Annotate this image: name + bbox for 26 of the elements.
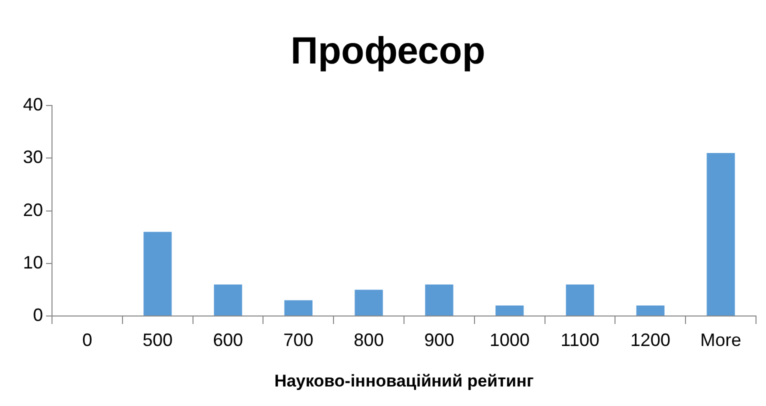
bar <box>496 305 524 316</box>
y-tick-label: 30 <box>22 147 44 168</box>
y-tick-label: 40 <box>22 94 44 115</box>
x-tick-label: 700 <box>283 330 314 350</box>
x-tick-label: More <box>700 330 742 350</box>
bar <box>354 290 383 316</box>
bar <box>144 232 172 316</box>
y-tick-label: 0 <box>33 304 44 325</box>
y-tick-label: 20 <box>22 200 44 220</box>
x-tick-label: 900 <box>424 330 454 350</box>
x-tick-label: 1000 <box>490 330 530 350</box>
bar <box>214 284 242 316</box>
bar <box>284 300 312 316</box>
x-tick-label: 0 <box>82 330 92 350</box>
x-tick-label: 600 <box>212 330 244 350</box>
bar <box>706 152 735 316</box>
y-tick-label: 10 <box>22 252 44 272</box>
chart-title: Професор <box>290 30 486 72</box>
x-tick-label: 1100 <box>560 330 600 350</box>
bar <box>636 305 664 316</box>
x-tick-label: 1200 <box>630 330 670 350</box>
x-tick-label: 800 <box>354 330 384 350</box>
x-axis-title: Науково-інноваційний рейтинг <box>274 371 534 390</box>
bar <box>566 284 594 316</box>
x-tick-label: 500 <box>142 330 173 350</box>
bar <box>425 284 454 316</box>
